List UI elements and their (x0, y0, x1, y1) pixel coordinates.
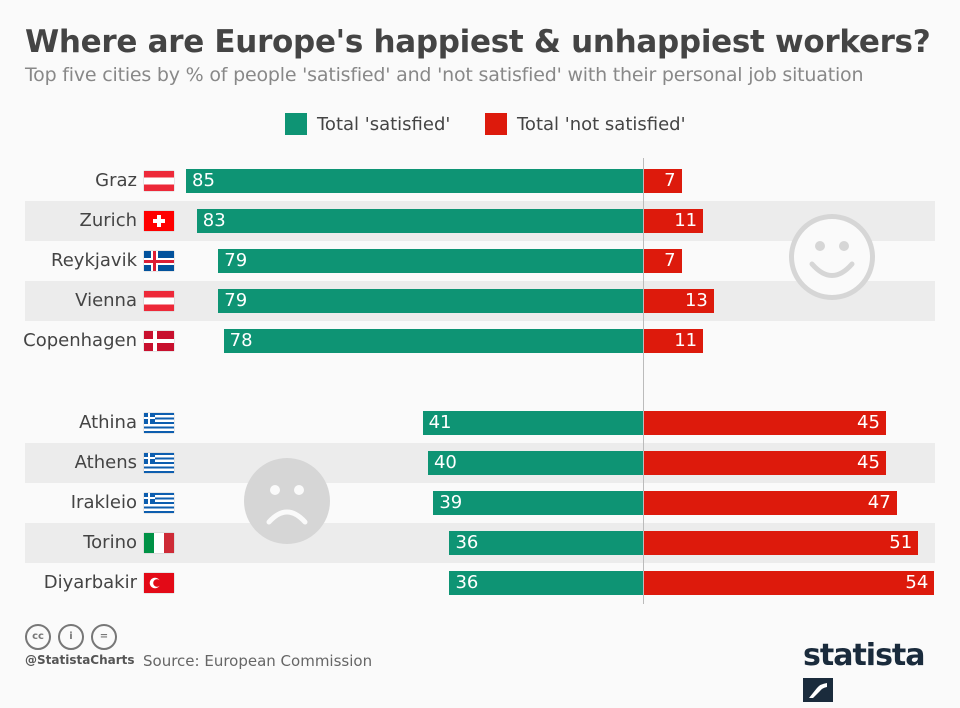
greece-flag-icon (144, 453, 174, 473)
city-label: Diyarbakir (43, 572, 137, 593)
statista-logo[interactable]: statista (803, 638, 960, 708)
legend-swatch-satisfied (285, 113, 307, 135)
statista-logo-icon (803, 678, 833, 702)
city-label: Vienna (75, 290, 137, 311)
greece-flag-icon (144, 493, 174, 513)
center-axis-line (643, 158, 644, 604)
bar-not-satisfied: 13 (644, 289, 714, 313)
chart-title: Where are Europe's happiest & unhappiest… (25, 24, 931, 60)
legend-not-satisfied: Total 'not satisfied' (485, 113, 686, 135)
bar-not-satisfied: 51 (644, 531, 919, 555)
iceland-flag-icon (144, 251, 174, 271)
turkey-flag-icon (144, 573, 174, 593)
austria-flag-icon (144, 171, 174, 191)
bar-satisfied: 39 (433, 491, 643, 515)
city-label: Athens (74, 452, 137, 473)
bar-satisfied: 79 (218, 289, 643, 313)
sad-face-icon (244, 458, 330, 544)
greece-flag-icon (144, 413, 174, 433)
bar-not-satisfied: 11 (644, 209, 704, 233)
legend-label: Total 'not satisfied' (517, 113, 686, 135)
chart-area: Graz 85 7 Zurich 83 11 Reykjavik 79 7 Vienna 79 13 C… (23, 169, 935, 595)
cc-license-icon: cc (25, 624, 51, 650)
switzerland-flag-icon (144, 211, 174, 231)
city-label: Athina (79, 412, 137, 433)
bar-not-satisfied: 54 (644, 571, 935, 595)
city-label: Torino (83, 532, 137, 553)
bar-satisfied: 40 (427, 451, 643, 475)
bar-satisfied: 36 (449, 531, 643, 555)
city-label: Graz (95, 170, 137, 191)
denmark-flag-icon (144, 331, 174, 351)
no-derivatives-icon: = (91, 624, 117, 650)
bar-satisfied: 41 (422, 411, 643, 435)
legend-swatch-not-satisfied (485, 113, 507, 135)
bar-satisfied: 83 (196, 209, 643, 233)
logo-text: statista (803, 638, 926, 673)
smiley-face-icon (789, 214, 875, 300)
footer-source: Source: European Commission (143, 652, 373, 670)
attribution-icon: i (58, 624, 84, 650)
city-label: Copenhagen (23, 330, 137, 351)
bar-satisfied: 36 (449, 571, 643, 595)
italy-flag-icon (144, 533, 174, 553)
austria-flag-icon (144, 291, 174, 311)
bar-not-satisfied: 45 (644, 411, 886, 435)
city-label: Reykjavik (51, 250, 137, 271)
bar-not-satisfied: 47 (644, 491, 897, 515)
legend-satisfied: Total 'satisfied' (285, 113, 450, 135)
bar-satisfied: 85 (186, 169, 643, 193)
footer-handle[interactable]: @StatistaCharts (25, 653, 135, 667)
bar-satisfied: 78 (223, 329, 643, 353)
bar-not-satisfied: 45 (644, 451, 886, 475)
bar-satisfied: 79 (218, 249, 643, 273)
city-label: Irakleio (70, 492, 137, 513)
bar-not-satisfied: 11 (644, 329, 704, 353)
bar-not-satisfied: 7 (644, 249, 682, 273)
legend-label: Total 'satisfied' (317, 113, 451, 135)
chart-subtitle: Top five cities by % of people 'satisfie… (25, 64, 864, 86)
city-label: Zurich (79, 210, 137, 231)
bar-not-satisfied: 7 (644, 169, 682, 193)
